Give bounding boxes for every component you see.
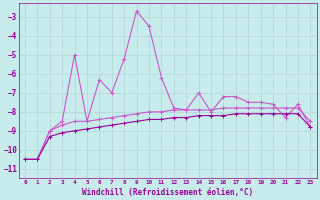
X-axis label: Windchill (Refroidissement éolien,°C): Windchill (Refroidissement éolien,°C) bbox=[82, 188, 253, 197]
